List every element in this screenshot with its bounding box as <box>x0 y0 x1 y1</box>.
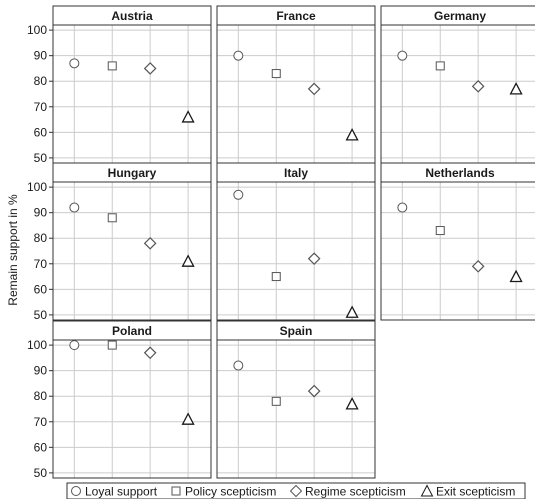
y-tick-label: 90 <box>34 206 48 220</box>
marker-loyal-support <box>233 50 244 61</box>
panel-title: Hungary <box>108 166 157 180</box>
marker-exit-scepticism <box>345 396 359 410</box>
panel-title: Italy <box>284 166 308 180</box>
legend-label: Loyal support <box>85 485 158 499</box>
panel-border <box>52 181 212 321</box>
panel-title: Poland <box>112 324 152 338</box>
marker-policy-scepticism <box>107 61 117 71</box>
y-tick-label: 90 <box>34 49 48 63</box>
marker-exit-scepticism <box>181 412 195 425</box>
y-tick-label: 100 <box>27 23 47 37</box>
marker-exit-scepticism <box>345 305 359 318</box>
legend-label: Policy scepticism <box>185 485 276 499</box>
marker-exit-scepticism <box>345 127 359 141</box>
legend-box <box>66 482 526 499</box>
facet-panel: Netherlands <box>380 162 535 321</box>
marker-regime-scepticism <box>143 346 157 360</box>
marker-exit-scepticism <box>181 110 195 123</box>
panel-title: Germany <box>434 9 486 23</box>
y-tick-label: 100 <box>27 180 47 194</box>
facet-panel: Germany <box>380 5 535 164</box>
facet-panel: Italy <box>216 162 376 321</box>
y-tick-label: 60 <box>34 125 48 139</box>
marker-loyal-support <box>397 202 408 213</box>
legend: Loyal support Policy scepticism Regime s… <box>66 482 526 499</box>
facet-panel: France <box>216 5 376 164</box>
marker-policy-scepticism <box>435 61 445 71</box>
marker-exit-scepticism <box>509 81 523 95</box>
plot-background <box>217 182 375 320</box>
y-tick-label: 70 <box>34 257 48 271</box>
y-tick-label: 80 <box>34 389 48 403</box>
facet-panel: Spain <box>216 320 376 479</box>
plot-background <box>53 340 211 478</box>
panel-title: Austria <box>111 9 153 23</box>
marker-regime-scepticism <box>307 384 321 398</box>
panel-title: France <box>276 9 316 23</box>
marker-loyal-support <box>69 340 80 351</box>
panel-border <box>380 181 535 321</box>
marker-loyal-support <box>69 202 80 213</box>
legend-diamond-icon <box>289 484 303 498</box>
marker-regime-scepticism <box>143 62 157 75</box>
plot-background <box>381 182 535 320</box>
marker-loyal-support <box>233 360 244 371</box>
marker-policy-scepticism <box>271 69 281 79</box>
marker-loyal-support <box>397 50 408 61</box>
marker-regime-scepticism <box>307 252 321 266</box>
panel-border <box>216 181 376 321</box>
panel-border <box>216 339 376 479</box>
marker-loyal-support <box>233 189 244 200</box>
panels: Austria 50 60 70 80 90 100 France Germany Hungary… <box>27 5 535 480</box>
y-tick-label: 100 <box>27 338 47 352</box>
legend-item-loyal: Loyal support <box>71 485 158 499</box>
marker-policy-scepticism <box>107 340 117 350</box>
marker-exit-scepticism <box>509 269 523 283</box>
marker-regime-scepticism <box>471 259 485 273</box>
legend-circle-icon <box>71 486 81 496</box>
y-tick-label: 70 <box>34 415 48 429</box>
marker-policy-scepticism <box>271 396 281 406</box>
legend-item-regime: Regime scepticism <box>289 484 406 499</box>
facet-panel: Austria 50 60 70 80 90 100 <box>27 5 212 165</box>
y-tick-label: 60 <box>34 440 48 454</box>
marker-exit-scepticism <box>181 254 195 267</box>
legend-item-exit: Exit scepticism <box>420 484 515 499</box>
marker-policy-scepticism <box>435 226 445 236</box>
facet-panel: Hungary 50 60 70 80 90 100 <box>27 162 212 322</box>
panel-title: Netherlands <box>425 166 495 180</box>
marker-policy-scepticism <box>107 213 117 223</box>
y-tick-label: 70 <box>34 100 48 114</box>
y-tick-label: 50 <box>34 466 48 480</box>
plot-background <box>53 25 211 163</box>
y-tick-label: 50 <box>34 308 48 322</box>
legend-label: Exit scepticism <box>436 485 515 499</box>
marker-regime-scepticism <box>143 236 157 250</box>
panel-title: Spain <box>280 324 313 338</box>
y-tick-label: 90 <box>34 364 48 378</box>
y-tick-label: 50 <box>34 151 48 165</box>
legend-item-policy: Policy scepticism <box>171 485 276 499</box>
marker-policy-scepticism <box>271 272 281 282</box>
marker-regime-scepticism <box>471 79 485 93</box>
facet-panel: Poland 50 60 70 80 90 100 <box>27 320 212 480</box>
plot-background <box>217 25 375 163</box>
y-tick-label: 60 <box>34 282 48 296</box>
plot-background <box>381 25 535 163</box>
legend-label: Regime scepticism <box>305 485 406 499</box>
y-tick-label: 80 <box>34 231 48 245</box>
y-tick-label: 80 <box>34 74 48 88</box>
y-axis-title: Remain support in % <box>6 194 20 306</box>
marker-loyal-support <box>69 58 80 69</box>
panel-border <box>52 339 212 479</box>
marker-regime-scepticism <box>307 82 321 96</box>
plot-background <box>53 182 211 320</box>
legend-square-icon <box>171 486 181 496</box>
legend-triangle-icon <box>420 484 434 497</box>
